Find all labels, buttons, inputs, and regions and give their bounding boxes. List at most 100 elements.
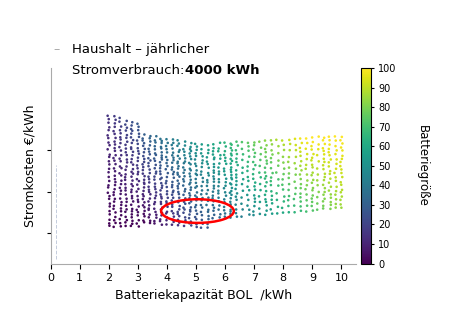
Text: 4000 kWh: 4000 kWh <box>185 64 259 77</box>
Point <box>336 145 344 150</box>
Point <box>220 169 227 174</box>
Point <box>174 143 181 148</box>
Point <box>105 166 112 171</box>
Point <box>290 203 297 208</box>
Point <box>187 205 194 210</box>
Point <box>220 200 228 205</box>
Point <box>128 206 135 211</box>
Point <box>285 155 292 160</box>
Point <box>134 149 142 154</box>
Point <box>204 162 211 166</box>
Point <box>232 197 240 202</box>
Point <box>197 225 204 230</box>
Point <box>106 152 113 157</box>
Point <box>331 175 339 180</box>
Point <box>239 152 246 157</box>
Point <box>152 134 160 139</box>
Point <box>232 175 240 180</box>
Point <box>105 175 112 179</box>
Point <box>117 135 124 140</box>
Point <box>134 186 142 191</box>
Point <box>303 140 310 145</box>
Point <box>204 143 211 148</box>
Point <box>157 199 164 204</box>
Point <box>209 208 217 213</box>
Point <box>193 211 200 216</box>
Point <box>106 194 113 199</box>
Point <box>112 135 119 140</box>
Point <box>169 150 176 155</box>
Point <box>185 191 193 196</box>
Point <box>145 146 152 151</box>
Point <box>203 159 210 164</box>
Point <box>116 171 123 176</box>
Point <box>110 203 118 208</box>
Point <box>249 160 256 165</box>
Point <box>140 194 147 199</box>
Point <box>249 167 257 172</box>
Point <box>256 188 263 193</box>
Point <box>121 175 129 180</box>
Point <box>296 172 303 177</box>
Point <box>181 215 189 220</box>
Point <box>214 165 222 170</box>
Point <box>122 172 129 177</box>
Point <box>244 144 252 149</box>
Point <box>146 170 153 175</box>
Point <box>302 198 310 203</box>
Point <box>268 197 275 202</box>
Point <box>111 173 118 178</box>
Point <box>110 193 117 197</box>
Point <box>251 180 258 185</box>
Point <box>226 215 234 220</box>
Point <box>175 207 183 212</box>
Point <box>215 215 223 220</box>
Point <box>203 184 210 188</box>
Point <box>267 175 274 180</box>
Point <box>150 206 157 211</box>
Point <box>279 210 286 215</box>
Point <box>210 183 217 188</box>
Point <box>106 217 113 222</box>
Point <box>135 151 142 156</box>
Point <box>169 211 177 216</box>
Point <box>319 203 326 208</box>
Point <box>325 134 332 139</box>
Point <box>168 198 175 203</box>
Point <box>174 172 181 177</box>
Point <box>111 187 118 192</box>
Point <box>140 174 148 179</box>
Point <box>111 197 118 202</box>
Point <box>106 223 113 228</box>
Point <box>180 161 187 166</box>
Point <box>145 164 152 169</box>
Point <box>140 157 148 162</box>
Point <box>168 202 175 207</box>
Point <box>232 194 239 199</box>
Point <box>308 140 316 144</box>
Point <box>263 161 270 166</box>
Point <box>127 224 134 228</box>
Point <box>145 189 152 194</box>
Point <box>308 135 315 140</box>
Point <box>244 178 252 183</box>
Point <box>203 178 211 183</box>
Point <box>257 145 264 150</box>
Point <box>210 155 218 160</box>
Point <box>216 140 223 145</box>
Point <box>168 167 175 172</box>
Point <box>274 177 281 182</box>
Point <box>156 166 163 171</box>
Point <box>117 159 124 164</box>
Point <box>325 160 332 165</box>
Point <box>127 126 134 131</box>
Point <box>157 207 164 212</box>
Point <box>157 163 164 168</box>
Point <box>296 136 303 141</box>
Point <box>121 177 129 182</box>
Point <box>123 196 130 201</box>
Point <box>133 221 140 226</box>
Point <box>314 134 322 139</box>
Point <box>204 207 212 212</box>
Point <box>291 161 298 166</box>
